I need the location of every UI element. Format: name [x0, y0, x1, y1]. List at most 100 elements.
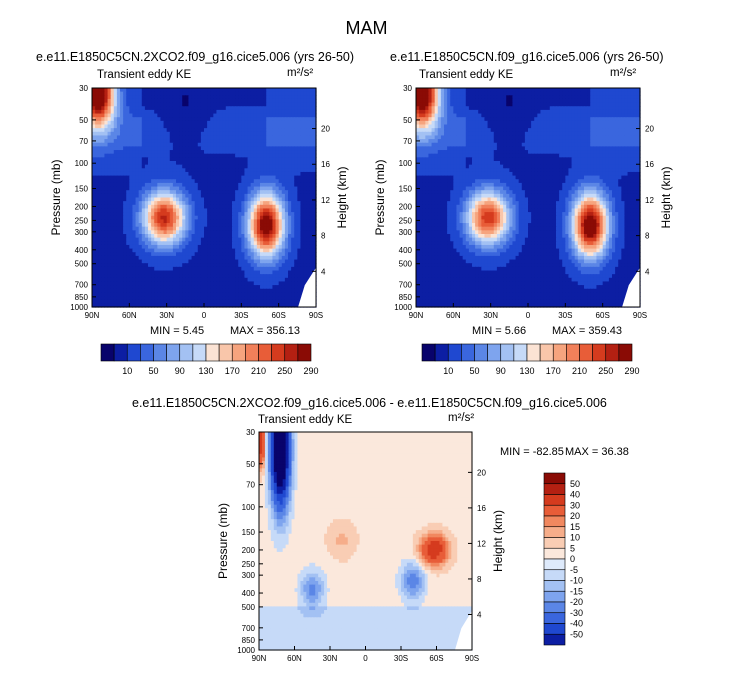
panel1-cell: [309, 95, 314, 100]
panel1-cell: [148, 102, 152, 107]
panel1-cell: [297, 292, 302, 297]
panel1-cell: [107, 226, 112, 231]
panel2-cell: [568, 95, 573, 100]
panel1-cell: [176, 237, 180, 242]
panel1-cell: [225, 230, 230, 235]
panel1-cell: [157, 146, 162, 151]
panel1-plot: [92, 88, 317, 308]
panel2-cell: [450, 102, 454, 107]
panel1-cell: [263, 153, 267, 158]
panel1-cell: [213, 219, 218, 224]
panel1-cell: [275, 182, 280, 188]
panel1-cell: [154, 219, 158, 224]
panel1-cell: [291, 219, 295, 224]
panel1-cell: [200, 230, 205, 235]
panel1-cell: [104, 164, 109, 169]
panel1-cell: [110, 179, 115, 184]
panel1-cell: [163, 193, 168, 199]
panel1-cell: [281, 219, 286, 224]
panel1-cell: [191, 161, 196, 166]
panel1-cell: [275, 299, 280, 304]
panel1-cell: [241, 102, 246, 107]
panel1-cell: [107, 234, 112, 239]
panel1-cell: [154, 234, 158, 239]
panel1-cell: [219, 186, 224, 191]
panel1-cell: [163, 270, 168, 275]
panel1-cell: [207, 292, 211, 297]
panel1-cell: [256, 259, 261, 264]
panel1-cell: [235, 91, 239, 96]
panel1-cell: [241, 164, 246, 169]
panel1-cell: [182, 153, 186, 158]
panel1-cell: [228, 226, 233, 231]
panel1-cell: [98, 182, 102, 188]
panel1-cell: [238, 171, 242, 177]
panel2-cell: [571, 98, 576, 104]
panel1-cell: [238, 299, 242, 304]
panel1-cell: [172, 303, 177, 308]
panel2-cell: [493, 113, 498, 118]
panel1-cell: [235, 150, 239, 155]
panel1-cell: [256, 212, 261, 217]
panel1-cell: [303, 223, 308, 228]
panel1-cell: [222, 230, 227, 235]
panel1-cell: [144, 193, 149, 199]
panel1-cell: [291, 274, 295, 279]
panel1-cell: [157, 197, 162, 202]
panel2-cell: [627, 102, 632, 107]
panel1-cell: [225, 131, 230, 137]
panel1-cell: [182, 124, 186, 129]
panel1-cell: [157, 226, 162, 231]
panel1-cell: [176, 252, 180, 257]
panel1-cell: [197, 102, 202, 107]
panel1-cell: [213, 168, 218, 173]
panel1-cell: [263, 113, 267, 118]
panel1-cell: [123, 150, 127, 155]
panel2-cell: [484, 106, 489, 111]
panel1-cell: [253, 255, 258, 261]
panel1-cell: [297, 237, 302, 242]
panel1-cell: [154, 157, 158, 162]
panel1-cell: [210, 131, 214, 137]
panel1-cell: [232, 157, 236, 162]
panel1-cell: [250, 197, 255, 202]
panel1-cell: [172, 142, 177, 147]
panel1-cell: [216, 237, 221, 242]
panel1-cell: [263, 124, 267, 129]
panel1-cell: [191, 241, 196, 246]
panel1-cell: [98, 109, 102, 115]
panel1-cell: [253, 120, 258, 126]
panel2-cell: [416, 113, 420, 118]
panel1-cell: [151, 164, 155, 169]
panel1-cell: [247, 285, 252, 290]
panel1-cell: [253, 182, 258, 188]
panel1-cell: [219, 117, 224, 122]
panel1-variable-label: Transient eddy KE: [97, 69, 192, 81]
panel2-cell: [556, 98, 560, 104]
panel1-cell: [260, 212, 264, 217]
panel1-cell: [182, 88, 186, 93]
panel1-cell: [303, 175, 308, 180]
panel1-cell: [232, 109, 236, 115]
panel1-cell: [281, 230, 286, 235]
panel1-cell: [284, 124, 289, 129]
panel1-cell: [281, 208, 286, 213]
panel1-cell: [225, 237, 230, 242]
panel1-cell: [197, 234, 202, 239]
panel1-cell: [182, 171, 186, 177]
panel2-cell: [531, 102, 535, 107]
panel1-cell: [166, 270, 171, 275]
panel1-cell: [272, 204, 277, 210]
panel2-cell: [434, 106, 439, 111]
panel2-cell: [615, 113, 619, 118]
panel1-cell: [281, 255, 286, 261]
panel1-cell: [107, 255, 112, 261]
panel1-cell: [179, 299, 183, 304]
panel1-cell: [216, 153, 221, 158]
panel1-cell: [166, 139, 171, 144]
panel1-cell: [166, 193, 171, 199]
panel2-cell: [574, 98, 579, 104]
panel1-cell: [275, 113, 280, 118]
panel1-cell: [272, 164, 277, 169]
panel1-cell: [278, 179, 283, 184]
